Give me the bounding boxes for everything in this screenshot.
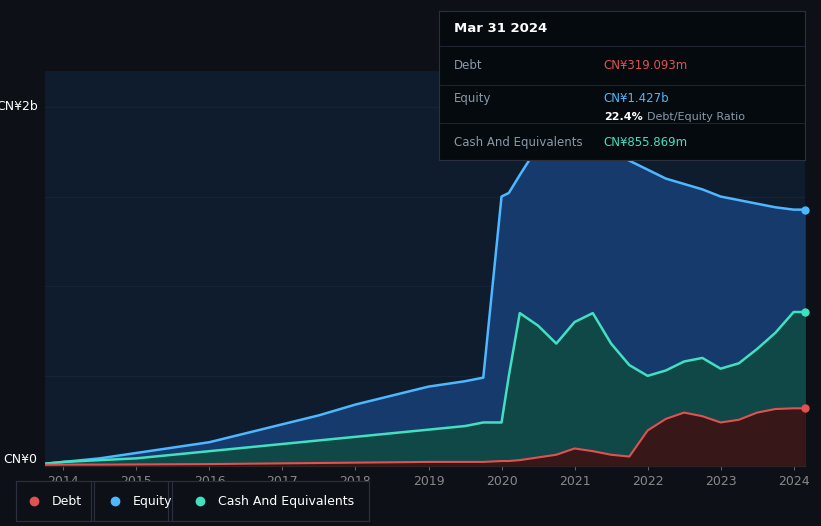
Bar xyxy=(172,481,369,521)
Bar xyxy=(16,481,90,521)
Text: Cash And Equivalents: Cash And Equivalents xyxy=(218,494,354,508)
Text: Debt: Debt xyxy=(52,494,82,508)
Text: Equity: Equity xyxy=(454,92,491,105)
Text: Equity: Equity xyxy=(133,494,172,508)
Point xyxy=(798,206,811,214)
Text: CN¥855.869m: CN¥855.869m xyxy=(603,136,688,149)
Text: CN¥2b: CN¥2b xyxy=(0,100,38,114)
Text: Debt: Debt xyxy=(454,59,483,73)
Text: CN¥319.093m: CN¥319.093m xyxy=(603,59,688,73)
Text: Mar 31 2024: Mar 31 2024 xyxy=(454,22,547,35)
Text: Cash And Equivalents: Cash And Equivalents xyxy=(454,136,582,149)
Text: CN¥1.427b: CN¥1.427b xyxy=(603,92,669,105)
Text: 22.4%: 22.4% xyxy=(603,112,642,122)
Point xyxy=(798,308,811,316)
Text: Debt/Equity Ratio: Debt/Equity Ratio xyxy=(648,112,745,122)
Text: CN¥0: CN¥0 xyxy=(3,452,38,466)
Point xyxy=(798,404,811,412)
Bar xyxy=(94,481,168,521)
